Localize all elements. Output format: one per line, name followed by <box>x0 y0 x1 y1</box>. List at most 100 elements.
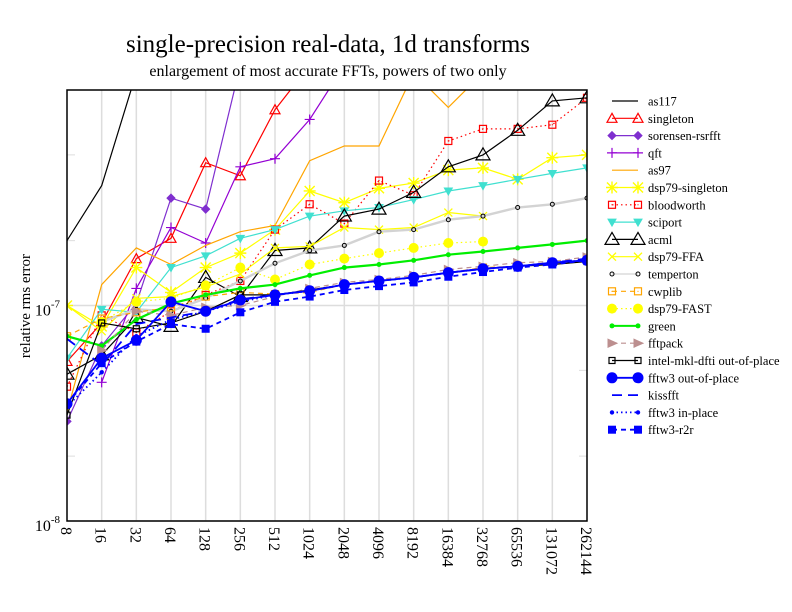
series-sciport-point <box>96 305 107 315</box>
legend-item-green: green <box>609 319 677 333</box>
series-bloodworth-point-center <box>378 179 380 182</box>
x-tick-label: 262144 <box>577 527 594 575</box>
series-sorensen-rsrfft-point <box>166 193 176 203</box>
legend-item-singleton-marker <box>605 112 619 123</box>
series-dsp79-fast-point <box>235 262 246 273</box>
series-dsp79-fast-point <box>270 274 280 285</box>
series-temperton-point <box>237 278 243 284</box>
series-acml-point <box>67 366 76 380</box>
legend-item-fftw3-r2r-label: fftw3-r2r <box>648 423 694 437</box>
series-sciport-point <box>67 354 72 364</box>
series-qft-point <box>96 377 107 388</box>
legend-item-singleton-label: singleton <box>648 112 695 126</box>
legend-item-cwplib-marker <box>633 287 643 296</box>
legend-item-acml-marker <box>603 231 621 245</box>
series-sorensen-rsrfft-point <box>200 204 211 214</box>
series-qft-line <box>101 90 330 383</box>
series-green-line <box>67 239 587 348</box>
series-green-point <box>203 292 209 298</box>
series-qft-point <box>200 237 211 248</box>
series-fftw3-r2r-point <box>132 337 141 346</box>
grid <box>67 90 587 522</box>
legend-item-temperton-marker <box>609 271 615 277</box>
series-singleton-line <box>67 90 292 362</box>
legend-item-sciport-label: sciport <box>648 216 683 230</box>
series-green-point <box>480 249 486 255</box>
legend-item-fftpack-marker <box>633 338 645 348</box>
series-intel-mkl-dfti-out-of-place-point <box>98 319 106 327</box>
legend-item-green-label: green <box>648 319 677 333</box>
series-dsp79-fast-point <box>131 296 142 307</box>
legend-item-bloodworth-label: bloodworth <box>648 198 706 212</box>
series-dsp79-singleton-line <box>67 154 587 328</box>
series-green-point <box>307 272 313 278</box>
x-tick-label: 16 <box>92 527 109 543</box>
series-green-point <box>549 241 555 247</box>
x-tick-label: 4096 <box>369 527 386 559</box>
series-fftw3-in-place-point <box>342 282 347 287</box>
series-qft <box>96 90 330 388</box>
series-bloodworth-point-center <box>343 222 345 225</box>
x-tick-label: 64 <box>161 527 178 543</box>
legend-item-qft-label: qft <box>648 146 662 160</box>
series-fftw3-out-of-place <box>67 254 587 410</box>
series-fftw3-in-place-point <box>203 309 208 314</box>
series-green-point <box>515 245 521 251</box>
series-temperton-point <box>272 260 278 266</box>
legend-item-bloodworth: bloodworth <box>607 198 706 212</box>
series-fftw3-in-place-point <box>99 370 104 375</box>
legend-item-qft-marker <box>633 147 643 158</box>
series-sciport-point <box>304 212 315 222</box>
legend-item-dsp79-ffa: dsp79-FFA <box>607 250 704 264</box>
series-bloodworth-point-center <box>309 203 311 205</box>
series-bloodworth-point-center <box>517 128 519 130</box>
legend-item-bloodworth-marker <box>607 200 617 209</box>
x-tick-label: 8192 <box>404 527 421 559</box>
y-tick-label: 10-8 <box>35 514 61 535</box>
series-sorensen-rsrfft <box>67 90 235 427</box>
series-sorensen-rsrfft-line <box>67 90 235 422</box>
series-dsp79-fast-point <box>374 248 384 259</box>
series-fftw3-r2r-point <box>375 282 383 291</box>
series-dsp79-fast-point <box>443 237 454 248</box>
series-fftw3-r2r <box>67 256 587 408</box>
series-sciport-point <box>582 164 587 173</box>
series-fftw3-r2r-point <box>479 268 487 277</box>
legend-item-green-marker <box>635 323 641 329</box>
series-intel-mkl-dfti-out-of-place-line <box>67 260 587 416</box>
legend-item-qft: qft <box>607 146 662 160</box>
series-bloodworth-point-center <box>551 124 553 126</box>
series-dsp79-fast-point <box>408 242 419 253</box>
x-tick-label: 131072 <box>542 527 559 575</box>
series-singleton-point <box>67 355 74 367</box>
legend-item-cwplib-marker-center <box>611 290 613 292</box>
series-dsp79-singleton-point <box>373 182 385 195</box>
series-singleton-point <box>234 169 247 181</box>
legend-item-dsp79-singleton-marker <box>632 181 644 194</box>
series-sciport-point <box>166 264 176 273</box>
legend-item-sorensen-rsrfft-label: sorensen-rsrfft <box>648 129 721 143</box>
series-temperton-point <box>445 217 451 223</box>
series-qft-point <box>131 283 142 294</box>
legend-item-acml-label: acml <box>648 233 673 247</box>
legend-item-dsp79-fast-label: dsp79-FAST <box>648 302 712 316</box>
legend-item-as97: as97 <box>612 164 671 178</box>
legend-item-as117: as117 <box>612 95 677 109</box>
x-tick-label: 65536 <box>508 527 525 567</box>
series-as117 <box>67 90 132 241</box>
series-fftw3-r2r-point <box>583 256 587 265</box>
series-fftw3-r2r-point <box>340 286 349 295</box>
series-fftw3-r2r-point <box>97 359 106 368</box>
legend-item-kissfft-label: kissfft <box>648 389 680 403</box>
legend-item-temperton: temperton <box>609 268 699 282</box>
series-dsp79-singleton-point <box>338 196 351 209</box>
legend-item-fftw3-r2r: fftw3-r2r <box>608 423 694 437</box>
series-temperton-point <box>307 247 313 253</box>
legend-item-dsp79-ffa-label: dsp79-FFA <box>648 250 704 264</box>
series-sciport <box>67 164 587 364</box>
x-tick-label: 256 <box>230 527 247 551</box>
legend-item-fftpack-marker <box>607 338 619 348</box>
legend-item-singleton-marker <box>631 112 645 123</box>
series-green-point <box>445 252 451 258</box>
